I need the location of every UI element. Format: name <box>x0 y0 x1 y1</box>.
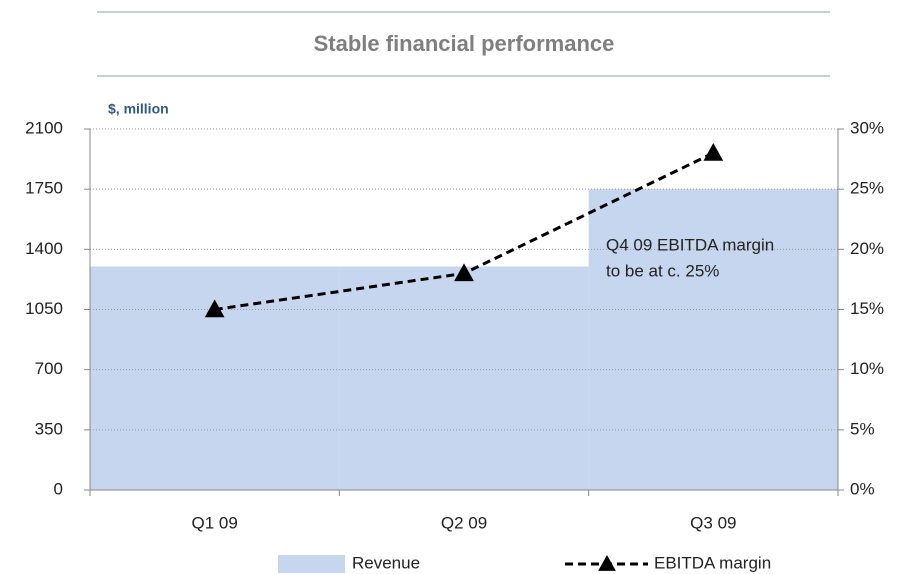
y2-tick-label: 15% <box>850 299 884 318</box>
annotation: Q4 09 EBITDA margin <box>606 235 774 254</box>
marker <box>598 554 616 571</box>
marker <box>204 299 225 318</box>
y-tick-label: 1050 <box>25 299 63 318</box>
marker <box>454 263 474 282</box>
y2-tick-label: 25% <box>850 179 884 198</box>
legend-swatch <box>278 555 345 573</box>
y2-tick-label: 30% <box>850 118 884 137</box>
y2-tick-label: 0% <box>850 479 875 498</box>
chart-title: Stable financial performance <box>314 31 615 56</box>
x-tick-label: Q2 09 <box>441 513 487 532</box>
y2-tick-label: 20% <box>850 239 884 258</box>
bar <box>588 189 838 490</box>
x-tick-label: Q1 09 <box>192 513 238 532</box>
y2-tick-label: 10% <box>850 359 884 378</box>
legend-label: EBITDA margin <box>654 553 771 572</box>
marker <box>703 143 724 161</box>
y-tick-label: 1750 <box>25 179 63 198</box>
y2-tick-label: 5% <box>850 419 875 438</box>
y-tick-label: 0 <box>54 479 63 498</box>
y-tick-label: 1400 <box>25 239 63 258</box>
annotation: to be at c. 25% <box>606 261 719 280</box>
bar <box>339 266 589 490</box>
y-tick-label: 350 <box>35 419 63 438</box>
x-tick-label: Q3 09 <box>690 513 736 532</box>
unit-label: $, million <box>108 101 169 117</box>
y-tick-label: 700 <box>35 359 63 378</box>
legend-label: Revenue <box>352 553 420 572</box>
y-tick-label: 2100 <box>25 118 63 137</box>
